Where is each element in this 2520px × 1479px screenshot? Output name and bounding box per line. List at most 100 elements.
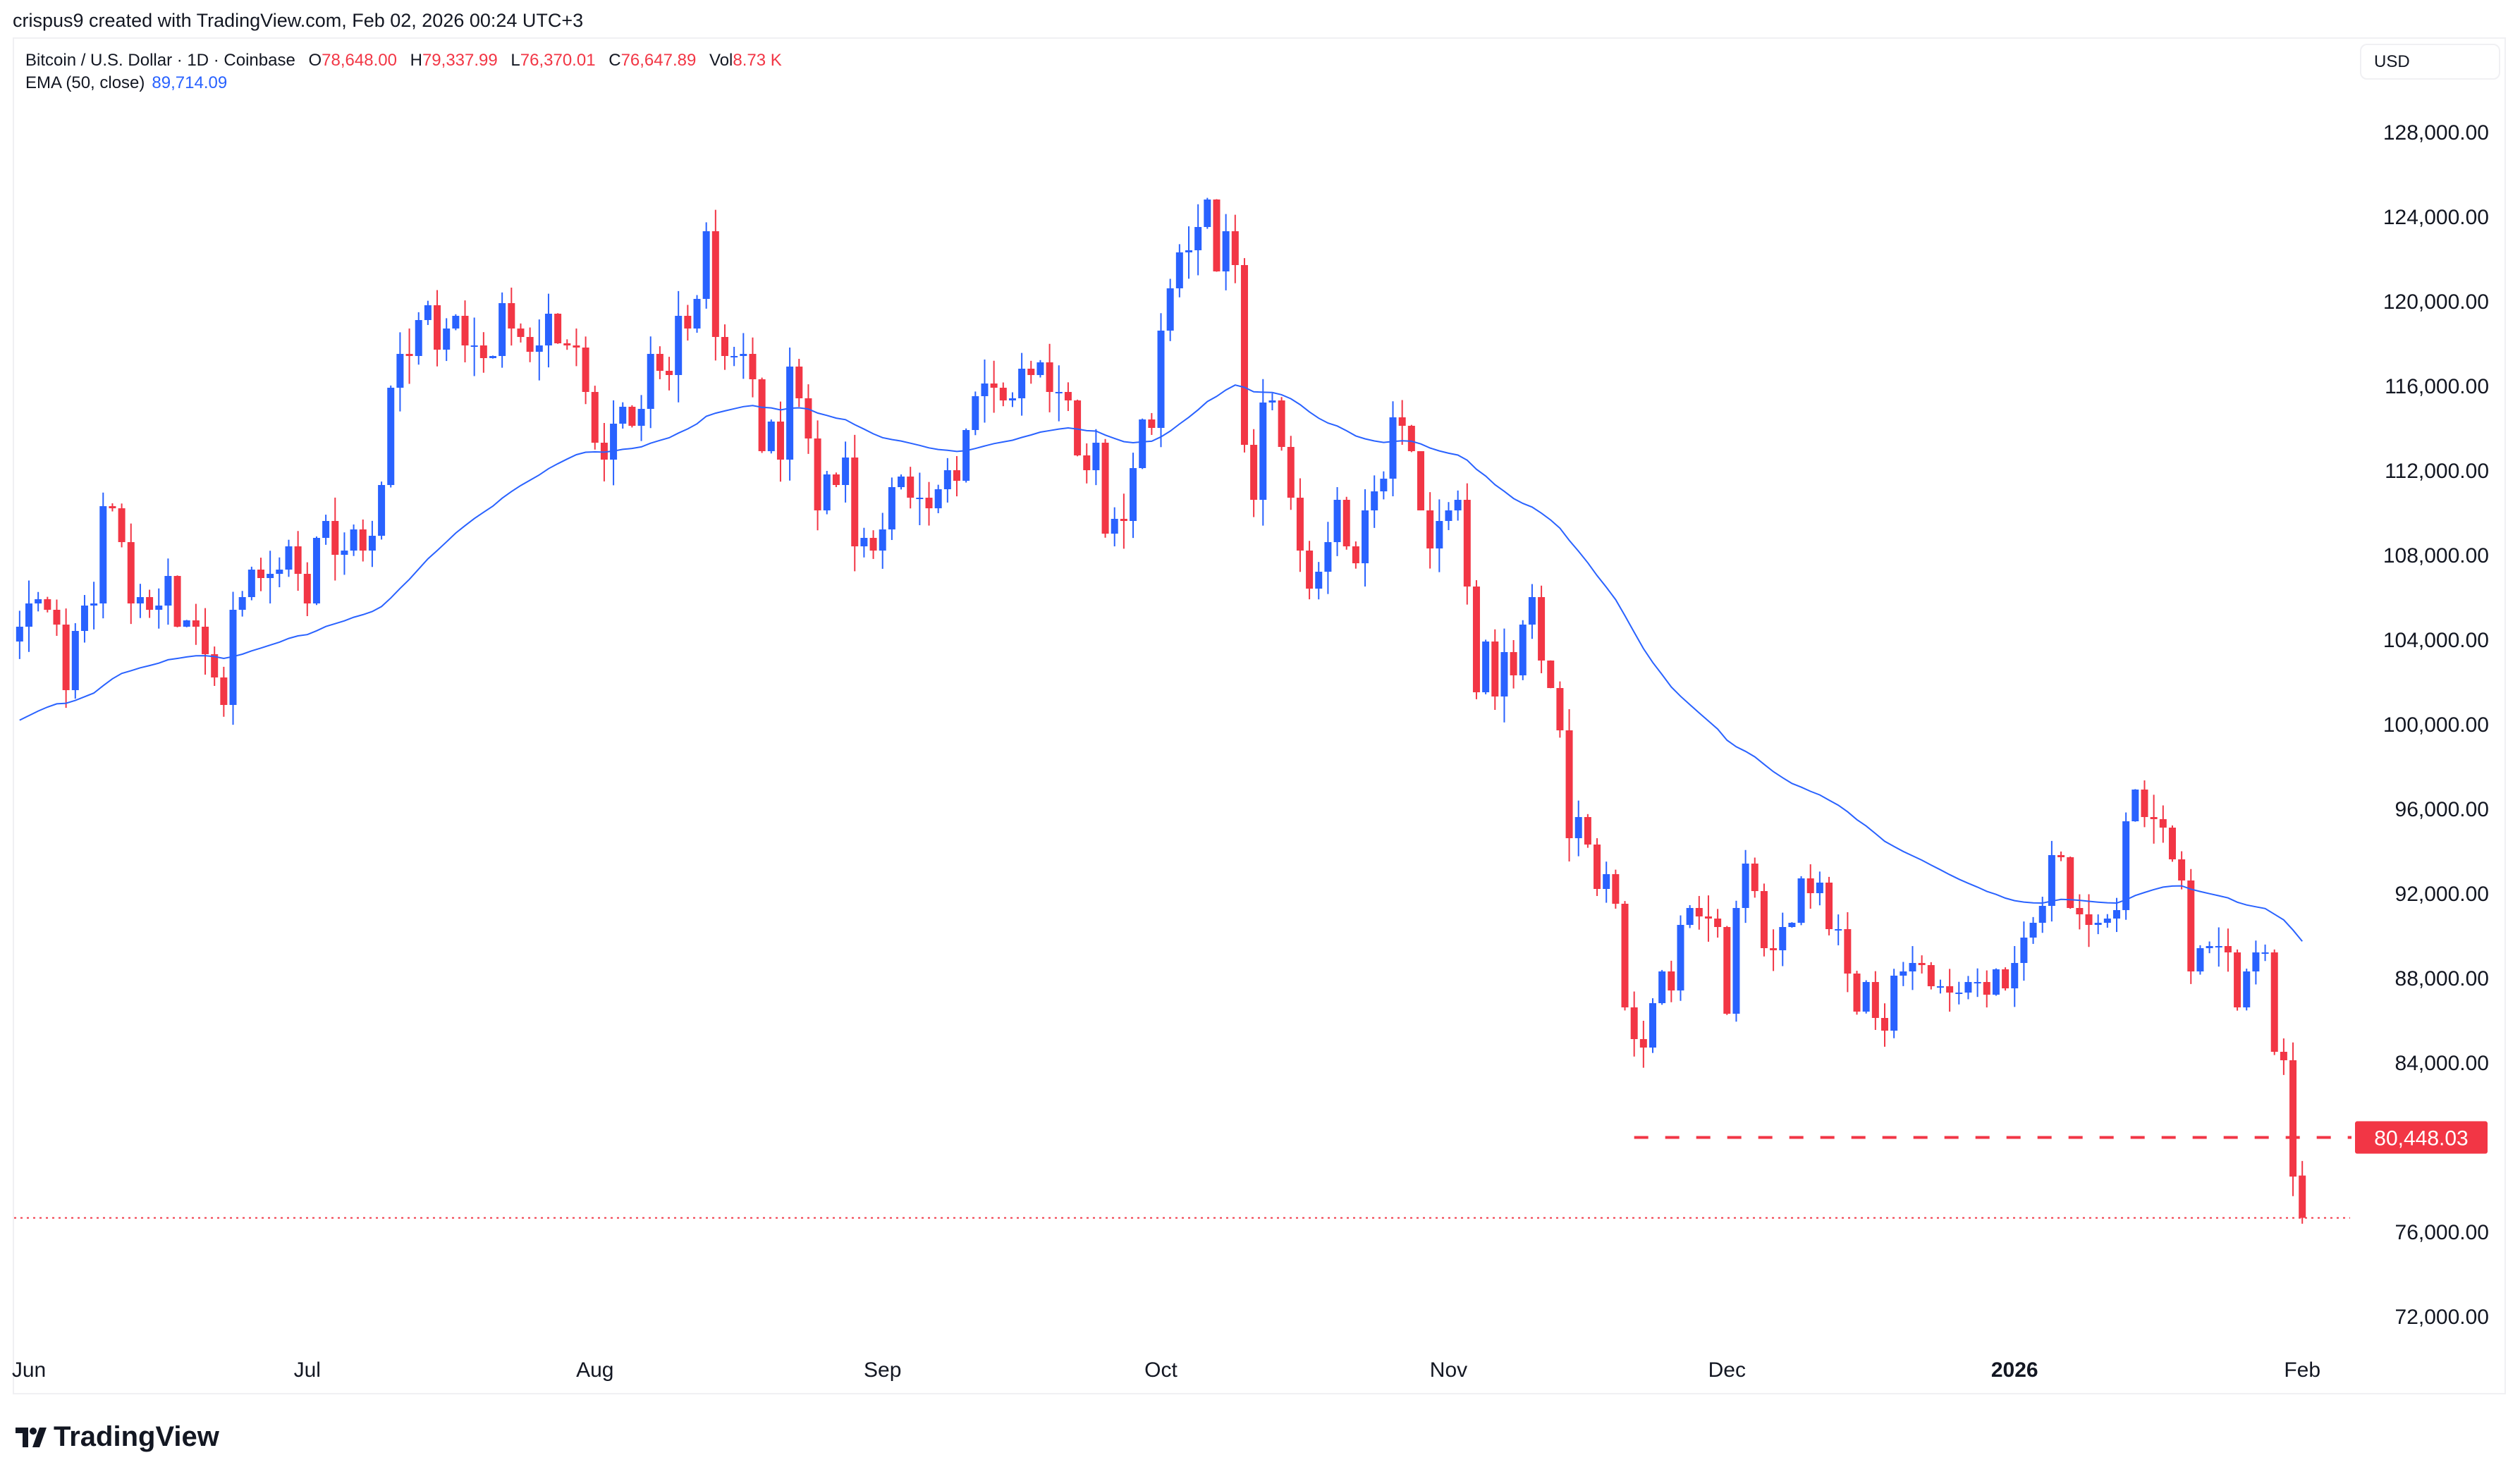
candle-down: [146, 597, 154, 610]
candle-up: [842, 458, 850, 485]
candle-down: [1027, 369, 1035, 375]
candle-up: [424, 305, 432, 320]
candle-down: [2076, 908, 2084, 914]
candle-up: [1130, 468, 1137, 521]
candle-down: [1510, 652, 1517, 675]
candle-down: [44, 599, 51, 610]
candle-down: [1806, 878, 1814, 893]
candle-down: [118, 508, 126, 542]
candle-down: [1612, 874, 1620, 904]
candle-up: [544, 314, 552, 345]
candle-up: [1677, 925, 1684, 990]
low-value: 76,370.01: [520, 51, 596, 70]
candle-up: [1204, 200, 1211, 227]
candle-up: [2048, 855, 2055, 906]
support-level-label-bg: [2355, 1121, 2488, 1154]
candle-down: [434, 305, 441, 350]
chart-pane[interactable]: [13, 37, 2506, 1394]
price-tick-label: 88,000.00: [2395, 967, 2489, 990]
time-tick-label: Aug: [576, 1358, 613, 1382]
candle-down: [1398, 417, 1406, 426]
candle-up: [80, 606, 88, 631]
candle-down: [2280, 1052, 2287, 1060]
candle-down: [62, 625, 70, 690]
candle-down: [220, 677, 228, 705]
candle-down: [1844, 929, 1852, 974]
candle-up: [1909, 963, 1916, 971]
candle-up: [164, 576, 172, 606]
candle-down: [1250, 445, 1258, 500]
candle-up: [1194, 227, 1202, 250]
support-level-label: 80,448.03: [2374, 1127, 2468, 1150]
candle-up: [1603, 874, 1610, 889]
candle-up: [229, 610, 237, 705]
candle-up: [238, 597, 246, 610]
candle-up: [2261, 952, 2269, 954]
ema-label: EMA (50, close): [25, 73, 145, 92]
candle-up: [535, 345, 543, 352]
candle-down: [1231, 231, 1239, 265]
candle-down: [907, 477, 915, 498]
close-value: 76,647.89: [620, 51, 697, 70]
candle-down: [684, 316, 692, 329]
tradingview-logo[interactable]: TradingView: [16, 1421, 219, 1453]
candle-up: [962, 430, 970, 481]
candle-down: [628, 407, 636, 426]
candle-down: [711, 231, 719, 337]
candle-down: [721, 337, 728, 356]
candle-down: [1074, 400, 1082, 455]
candle-down: [953, 470, 960, 481]
candle-down: [257, 570, 264, 578]
candle-up: [183, 620, 190, 627]
candle-up: [1222, 231, 1230, 271]
candle-up: [341, 551, 348, 555]
candle-up: [2020, 938, 2028, 963]
tradingview-logo-icon: [16, 1427, 47, 1447]
candle-down: [1240, 265, 1248, 445]
candle-down: [2168, 828, 2176, 859]
candle-up: [368, 536, 376, 551]
candle-up: [2103, 919, 2111, 923]
candle-up: [2215, 946, 2222, 947]
candle-up: [860, 538, 868, 546]
candle-down: [851, 458, 859, 546]
candle-up: [1862, 982, 1870, 1012]
candle-up: [1779, 927, 1787, 950]
candle-up: [1500, 652, 1508, 696]
candle-up: [1964, 982, 1972, 993]
candle-down: [1148, 419, 1156, 428]
candle-up: [1315, 572, 1323, 589]
candle-down: [795, 367, 803, 398]
candle-down: [109, 506, 116, 508]
candle-down: [1120, 519, 1127, 521]
candle-down: [1918, 963, 1926, 965]
candle-down: [999, 388, 1007, 400]
candle-up: [1008, 398, 1016, 400]
candle-down: [192, 620, 200, 627]
candle-down: [53, 610, 61, 625]
candle-down: [1825, 883, 1833, 929]
candle-down: [2270, 952, 2278, 1052]
candle-up: [1166, 288, 1174, 331]
candle-up: [312, 538, 320, 603]
candle-up: [619, 407, 627, 424]
candle-down: [331, 521, 339, 555]
candle-up: [1732, 908, 1740, 1014]
candle-down: [1417, 451, 1424, 510]
candle-down: [1213, 200, 1221, 271]
candle-down: [1565, 730, 1573, 838]
candle-down: [814, 438, 821, 510]
candle-down: [127, 542, 135, 603]
candle-up: [1649, 1003, 1656, 1048]
candle-up: [267, 574, 274, 578]
candle-up: [693, 299, 701, 329]
candle-down: [479, 345, 487, 358]
candle-up: [1362, 510, 1369, 563]
candle-up: [16, 627, 23, 642]
volume-value: 8.73 K: [733, 51, 782, 70]
candle-up: [981, 383, 989, 396]
currency-button[interactable]: USD: [2360, 44, 2500, 80]
price-tick-label: 72,000.00: [2395, 1306, 2489, 1329]
candle-up: [916, 498, 924, 499]
